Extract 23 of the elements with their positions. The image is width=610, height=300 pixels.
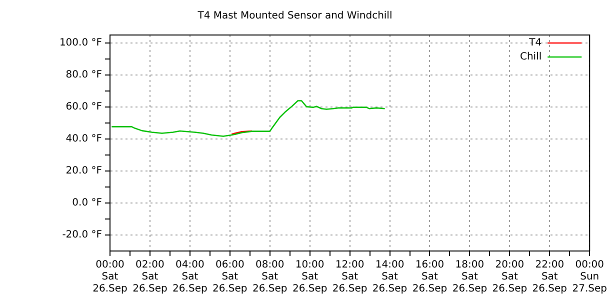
y-tick-label: 80.0 °F — [66, 70, 102, 81]
legend-label: T4 — [528, 38, 542, 49]
x-tick-label: 08:00 Sat 26.Sep — [252, 260, 288, 295]
x-tick-label: 12:00 Sat 26.Sep — [332, 260, 368, 295]
x-tick-label: 14:00 Sat 26.Sep — [372, 260, 408, 295]
y-tick-label: 40.0 °F — [66, 134, 102, 145]
y-tick-label: -20.0 °F — [62, 230, 102, 241]
y-tick-label: 100.0 °F — [59, 38, 102, 49]
y-tick-label: 20.0 °F — [66, 166, 102, 177]
x-tick-label: 20:00 Sat 26.Sep — [492, 260, 528, 295]
legend-label: Chill — [520, 52, 542, 63]
x-tick-label: 00:00 Sat 26.Sep — [92, 260, 128, 295]
chart-title: T4 Mast Mounted Sensor and Windchill — [196, 10, 392, 22]
x-tick-label: 22:00 Sat 26.Sep — [532, 260, 568, 295]
y-tick-label: 0.0 °F — [72, 198, 102, 209]
y-tick-label: 60.0 °F — [66, 102, 102, 113]
x-tick-label: 06:00 Sat 26.Sep — [212, 260, 248, 295]
x-tick-label: 04:00 Sat 26.Sep — [172, 260, 208, 295]
x-tick-label: 16:00 Sat 26.Sep — [412, 260, 448, 295]
x-tick-label: 02:00 Sat 26.Sep — [132, 260, 168, 295]
x-tick-label: 00:00 Sun 27.Sep — [572, 260, 608, 295]
x-tick-label: 10:00 Sat 26.Sep — [292, 260, 328, 295]
x-tick-label: 18:00 Sat 26.Sep — [452, 260, 488, 295]
